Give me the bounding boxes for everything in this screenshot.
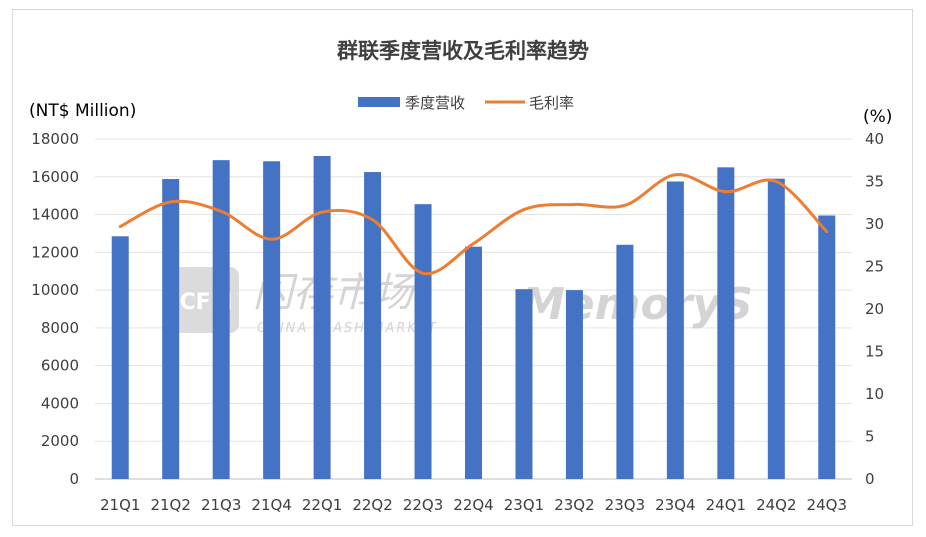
left-tick-label: 10000 — [31, 281, 79, 299]
x-tick-label: 22Q3 — [403, 496, 443, 514]
left-tick-label: 16000 — [31, 168, 79, 186]
left-axis-unit: (NT$ Million) — [29, 101, 136, 121]
watermark: CFM 闪存市场 CHINA FLASH MARKET MemoryS — [173, 267, 753, 336]
left-tick-label: 4000 — [41, 394, 79, 412]
x-tick-label: 22Q2 — [352, 496, 392, 514]
watermark-brand-right: MemoryS — [521, 279, 753, 330]
left-tick-label: 6000 — [41, 357, 79, 375]
bar — [767, 178, 785, 479]
x-tick-label: 22Q1 — [302, 496, 342, 514]
left-tick-label: 0 — [69, 470, 79, 488]
x-tick-label: 23Q2 — [554, 496, 594, 514]
x-tick-label: 22Q4 — [453, 496, 493, 514]
right-tick-label: 15 — [865, 343, 884, 361]
legend-line-label: 毛利率 — [529, 94, 574, 112]
bar — [565, 290, 583, 479]
left-tick-label: 2000 — [41, 432, 79, 450]
x-tick-label: 24Q3 — [807, 496, 847, 514]
bar — [465, 246, 482, 479]
right-tick-label: 20 — [865, 300, 884, 318]
right-tick-label: 30 — [865, 215, 884, 233]
x-tick-label: 21Q3 — [201, 496, 241, 514]
x-axis-ticks: 21Q1 21Q2 21Q3 21Q4 22Q1 22Q2 22Q3 22Q4 23Q1 23Q2… — [100, 496, 847, 514]
watermark-brand-cn: 闪存市场 — [253, 270, 416, 316]
x-tick-label: 21Q2 — [150, 496, 190, 514]
x-tick-label: 23Q4 — [655, 496, 695, 514]
right-tick-label: 5 — [865, 428, 875, 446]
bar — [515, 289, 533, 479]
bar — [212, 160, 230, 479]
x-tick-label: 21Q1 — [100, 496, 140, 514]
bar — [666, 181, 684, 479]
x-tick-label: 21Q4 — [251, 496, 291, 514]
line-series — [118, 173, 829, 276]
bar — [414, 204, 432, 479]
right-tick-label: 0 — [865, 470, 875, 488]
bar — [818, 215, 836, 479]
chart-svg: CFM 闪存市场 CHINA FLASH MARKET MemoryS 0200… — [29, 39, 892, 514]
x-tick-label: 23Q1 — [504, 496, 544, 514]
left-tick-label: 14000 — [31, 206, 79, 224]
right-axis-unit: (%) — [863, 107, 892, 127]
bar — [263, 161, 281, 480]
bar — [717, 167, 735, 480]
x-tick-label: 23Q3 — [605, 496, 645, 514]
watermark-brand-en: CHINA FLASH MARKET — [257, 321, 438, 336]
chart-frame: CFM 闪存市场 CHINA FLASH MARKET MemoryS 0 200… — [12, 9, 913, 526]
left-tick-label: 12000 — [31, 243, 79, 261]
left-axis-ticks: 0 2000 4000 6000 8000 10000 12000 14000 16000 180… — [31, 130, 79, 488]
right-tick-label: 25 — [865, 258, 884, 276]
left-tick-label: 8000 — [41, 319, 79, 337]
bar — [162, 179, 180, 480]
bar — [616, 244, 634, 479]
right-axis-ticks: 0 5 10 15 20 25 30 35 40 — [865, 130, 884, 488]
x-tick-label: 24Q1 — [706, 496, 746, 514]
right-tick-label: 10 — [865, 385, 884, 403]
legend: 季度营收 毛利率 — [358, 94, 574, 112]
right-tick-label: 40 — [865, 130, 884, 148]
bar — [364, 172, 382, 480]
legend-bar-swatch — [358, 97, 400, 107]
chart-title: 群联季度营收及毛利率趋势 — [337, 39, 589, 63]
x-tick-label: 24Q2 — [756, 496, 796, 514]
legend-bar-label: 季度营收 — [405, 94, 465, 112]
right-tick-label: 35 — [865, 173, 884, 191]
bar — [313, 156, 331, 479]
bar — [111, 236, 129, 479]
left-tick-label: 18000 — [31, 130, 79, 148]
bar-series — [111, 156, 836, 480]
